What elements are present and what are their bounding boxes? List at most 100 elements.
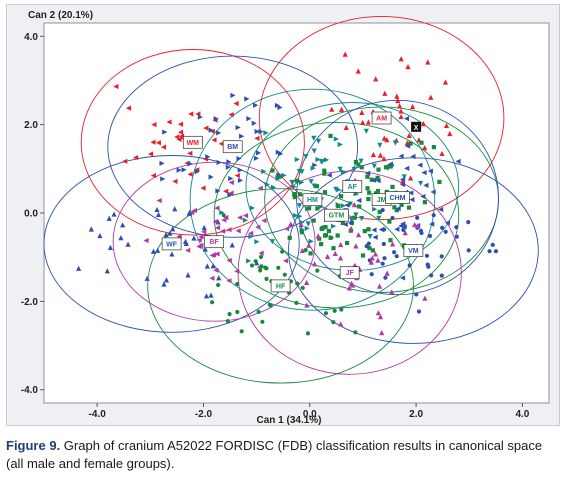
data-point-am	[400, 178, 406, 184]
data-point-chm	[417, 162, 423, 168]
data-point-hm	[340, 169, 347, 175]
data-point-am	[447, 130, 453, 137]
data-point-chm	[423, 182, 429, 188]
data-point-jm	[399, 202, 404, 207]
data-point-bm	[197, 114, 203, 120]
data-point-bf	[223, 214, 229, 221]
data-point-bm	[194, 169, 200, 175]
data-point-bf	[234, 268, 240, 274]
data-point-jm	[437, 179, 442, 184]
centroid-wf: WF	[161, 237, 182, 251]
data-point-bm	[160, 176, 166, 182]
data-point-hm	[254, 239, 260, 245]
data-point-bm	[253, 102, 259, 108]
data-point-gtm	[373, 191, 379, 196]
data-point-af	[315, 138, 322, 145]
data-point-bm	[208, 174, 214, 180]
data-point-wf	[201, 224, 207, 231]
data-point-af	[296, 168, 302, 175]
data-point-wm	[174, 134, 180, 140]
data-point-wm	[151, 122, 157, 128]
data-point-vm	[394, 254, 399, 259]
data-point-bf	[226, 278, 232, 284]
data-point-bf	[198, 234, 204, 240]
data-point-am	[398, 56, 404, 62]
centroids-layer: AM WM BM WF BF AF HM GTM JM CHM VM JF HF X	[161, 111, 424, 293]
data-point-hf	[305, 331, 310, 336]
data-point-chm	[429, 221, 435, 227]
svg-text:BF: BF	[209, 239, 219, 246]
data-point-bf	[214, 251, 220, 257]
data-point-vm	[414, 292, 419, 297]
svg-text:HM: HM	[307, 197, 318, 204]
data-point-af	[358, 158, 364, 164]
data-point-bf	[214, 225, 221, 231]
data-point-am	[395, 97, 401, 104]
data-point-hm	[281, 172, 287, 178]
data-point-gtm	[317, 236, 322, 241]
data-point-wm	[172, 178, 178, 184]
data-point-jm	[386, 164, 391, 169]
data-point-hf	[256, 309, 261, 314]
data-point-vm	[466, 248, 471, 253]
data-point-hm	[304, 225, 310, 231]
data-point-jm	[365, 186, 370, 191]
data-point-jf	[312, 261, 318, 267]
data-point-jf	[306, 242, 312, 248]
data-point-bm	[228, 175, 234, 182]
data-point-am	[377, 152, 383, 158]
data-point-hm	[333, 136, 339, 142]
data-point-gtm	[366, 197, 371, 202]
data-point-am	[381, 156, 387, 162]
data-point-hm	[248, 234, 254, 240]
data-point-gtm	[328, 235, 333, 240]
x-tick-label: 2.0	[409, 409, 423, 420]
data-point-bm	[213, 116, 219, 122]
data-point-bm	[237, 177, 244, 184]
data-point-hm	[264, 181, 270, 187]
data-point-chm	[403, 116, 410, 122]
data-point-af	[392, 140, 398, 146]
data-point-chm	[404, 165, 410, 171]
ellipse-wf	[43, 155, 300, 333]
data-point-wm	[188, 111, 194, 117]
data-point-hm	[271, 184, 277, 190]
data-point-hm	[293, 212, 299, 219]
data-point-bf	[283, 226, 290, 232]
data-point-vm	[382, 256, 387, 261]
data-point-wm	[200, 185, 206, 191]
data-point-bm	[275, 149, 281, 155]
centroid-bm: BM	[222, 140, 243, 154]
data-point-gtm	[353, 159, 358, 165]
data-point-hf	[280, 249, 285, 254]
data-point-am	[360, 119, 366, 125]
data-point-wf	[204, 263, 210, 269]
data-point-hm	[249, 205, 256, 211]
data-point-vm	[443, 229, 448, 234]
data-point-gtm	[322, 168, 327, 173]
data-point-bm	[159, 160, 165, 166]
data-point-jm	[431, 145, 436, 150]
data-point-gtm	[319, 242, 324, 247]
data-point-hf	[282, 272, 287, 277]
centroid-af: AF	[342, 180, 363, 193]
data-point-hf	[303, 247, 308, 253]
data-point-hm	[263, 130, 269, 136]
data-point-bm	[235, 124, 241, 131]
data-point-vm	[415, 215, 420, 220]
data-point-jf	[351, 202, 358, 208]
svg-text:GTM: GTM	[329, 213, 345, 220]
data-point-wf	[154, 206, 160, 213]
data-point-hm	[372, 206, 378, 212]
x-tick-label: -4.0	[89, 409, 107, 420]
data-point-bf	[212, 219, 218, 225]
data-point-af	[318, 158, 324, 165]
data-point-am	[407, 175, 414, 181]
caption-text: Graph of cranium A52022 FORDISC (FDB) cl…	[6, 438, 543, 471]
centroid-gtm: GTM	[324, 208, 349, 222]
data-point-bf	[226, 257, 232, 264]
data-point-hf	[225, 319, 230, 324]
data-point-wm	[150, 139, 156, 145]
data-point-jf	[375, 310, 381, 316]
data-point-wm	[223, 188, 229, 194]
